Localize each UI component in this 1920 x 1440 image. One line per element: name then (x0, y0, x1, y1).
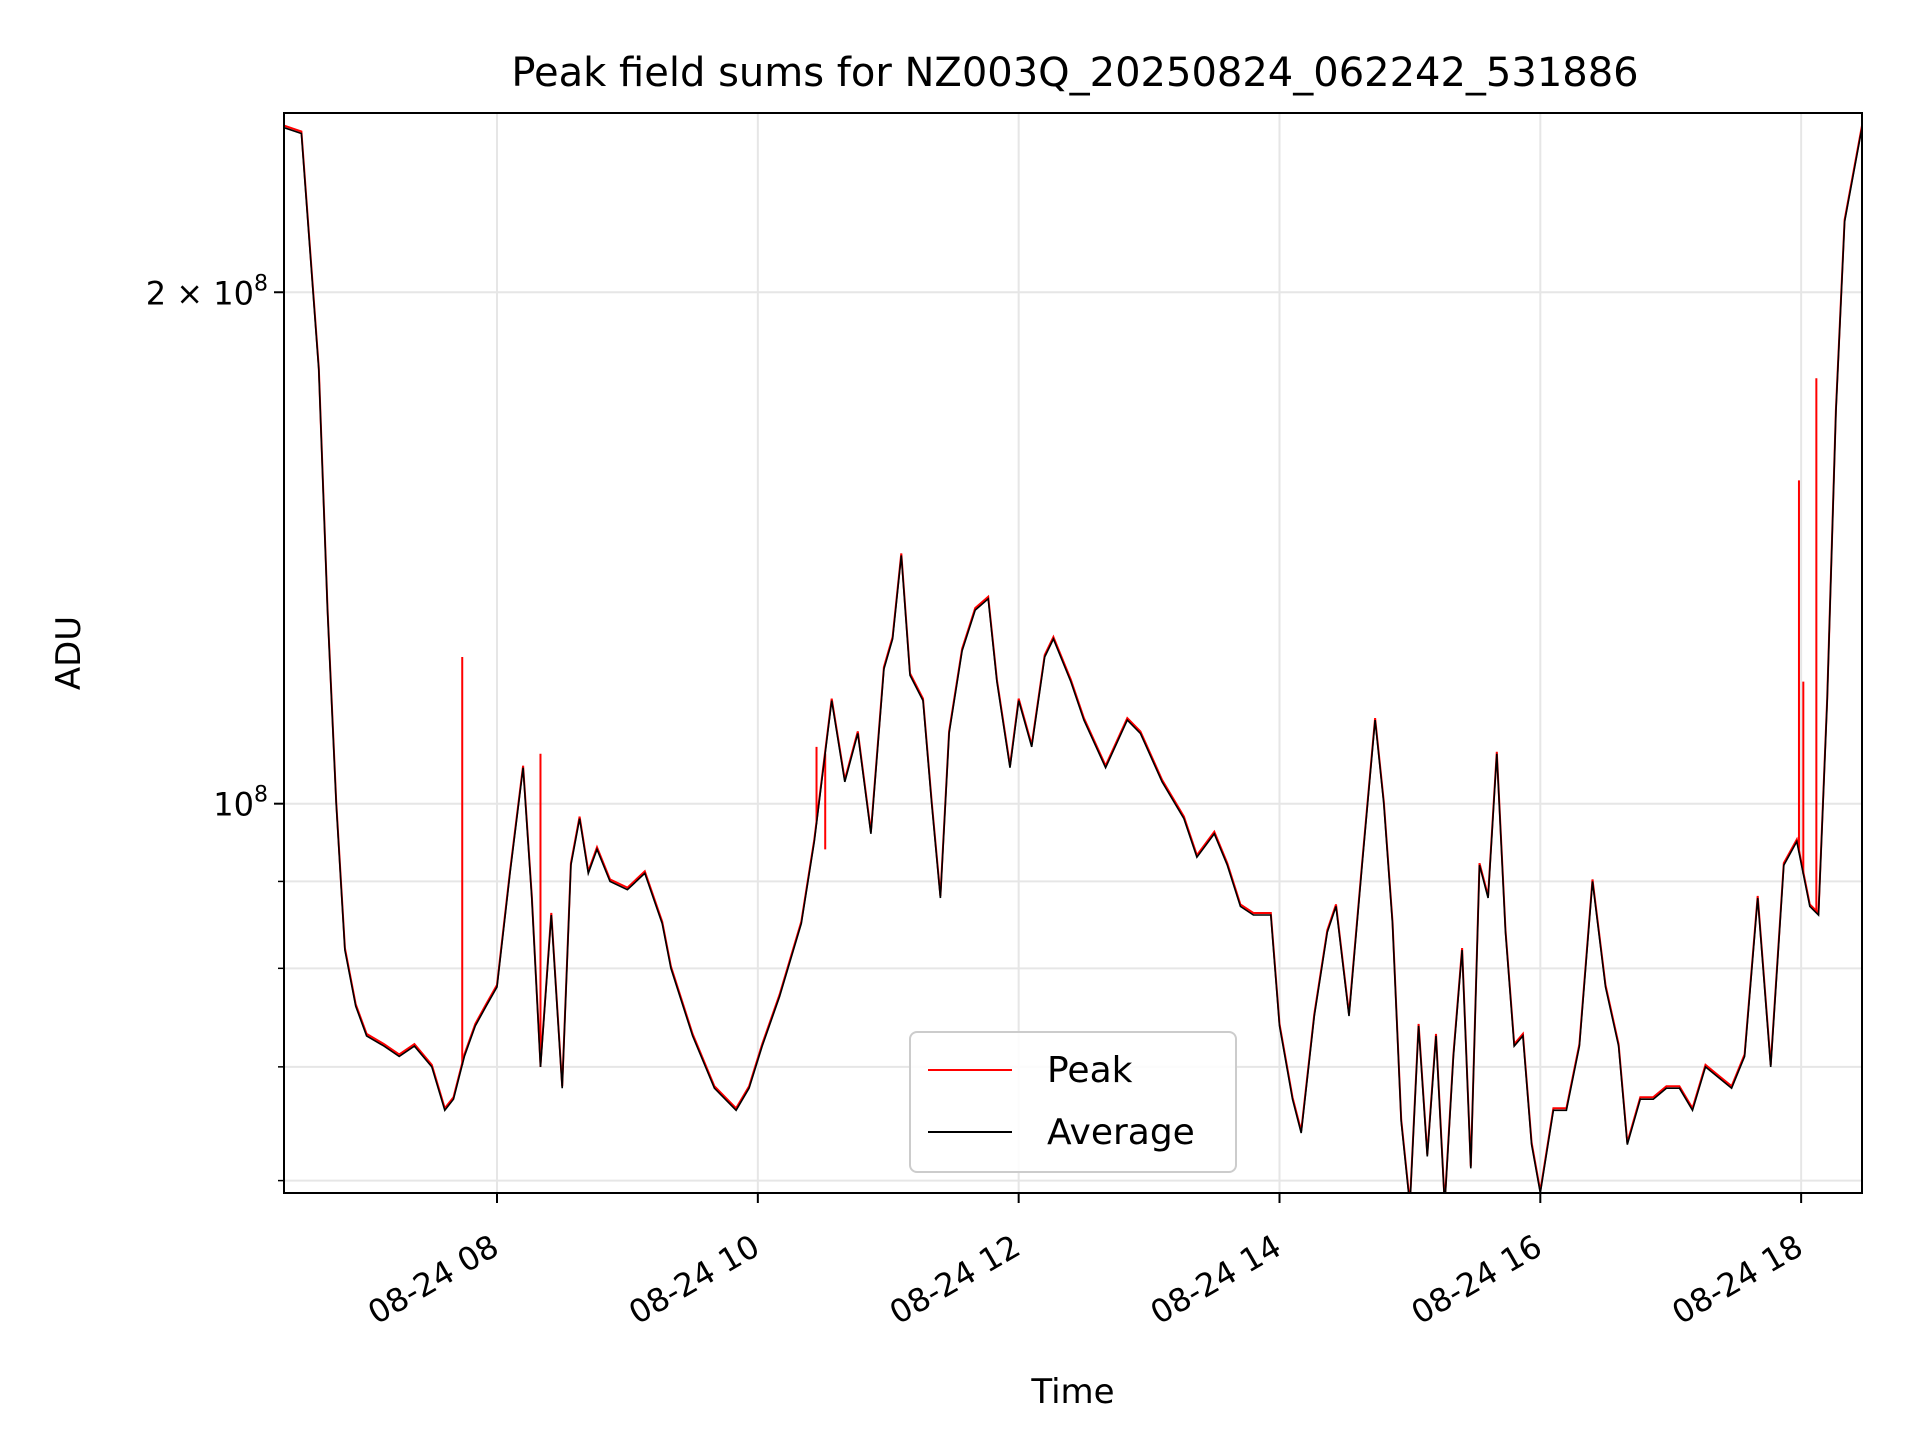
average-series-line (284, 126, 1862, 1193)
y-axis: 108 2 × 108 (146, 271, 284, 1182)
legend-peak-label: Peak (1047, 1050, 1133, 1091)
grid (284, 113, 1862, 1193)
plot-area (283, 112, 1863, 1194)
legend-average-label: Average (1047, 1112, 1195, 1153)
x-axis-label: Time (1030, 1372, 1114, 1412)
series-layer (284, 124, 1862, 1193)
legend-box (909, 1031, 1237, 1173)
y-tick-label: 108 (213, 783, 268, 824)
axes-frame (283, 112, 1863, 1194)
chart-title: Peak field sums for NZ003Q_20250824_0622… (511, 50, 1638, 96)
y-tick-label: 2 × 108 (146, 271, 268, 312)
legend: Peak Average (909, 1031, 1237, 1173)
y-axis-label: ADU (49, 616, 89, 690)
